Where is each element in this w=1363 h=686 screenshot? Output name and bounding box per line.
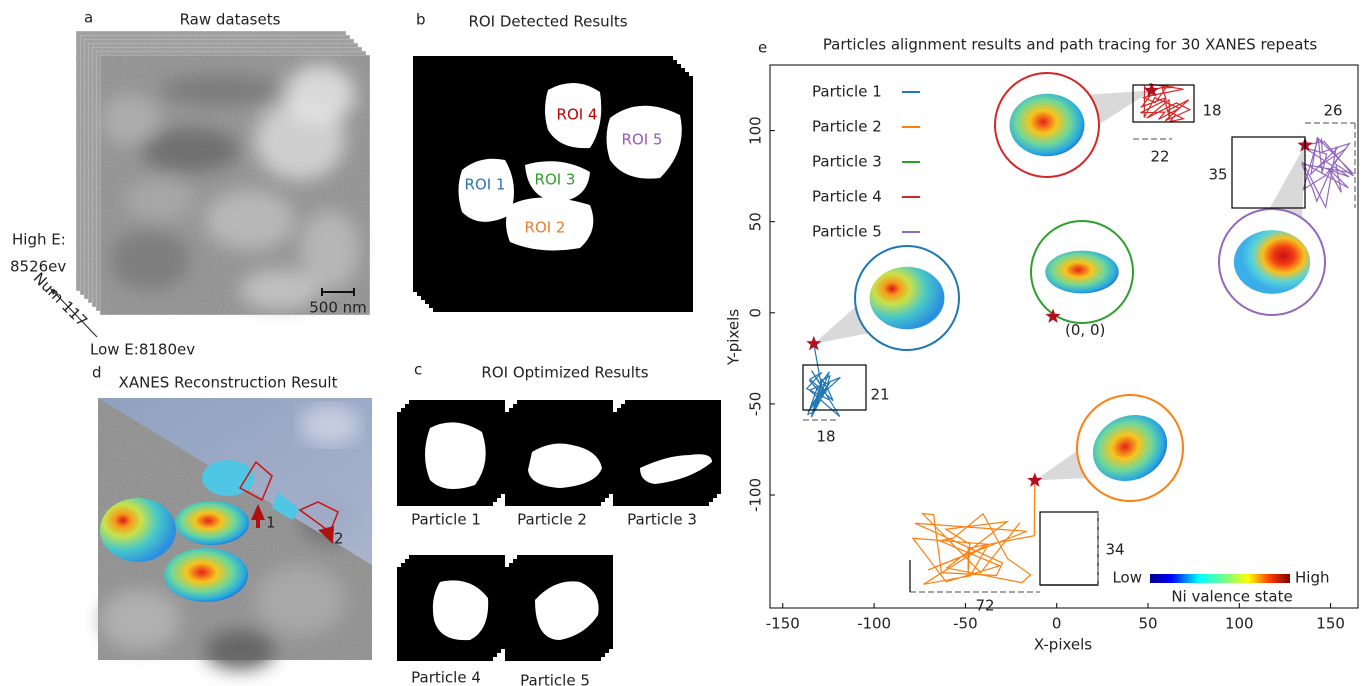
texture-blob	[240, 270, 320, 310]
panel-title: Particles alignment results and path tra…	[823, 36, 1318, 54]
roi-label: ROI 1	[465, 176, 506, 194]
colorbar-low: Low	[1112, 569, 1142, 587]
width-label: 72	[975, 597, 994, 615]
height-label: 18	[1202, 102, 1221, 120]
inset-particle	[870, 267, 945, 329]
roi-label: ROI 3	[535, 171, 576, 189]
height-label: 35	[1208, 166, 1227, 184]
image-stack	[76, 31, 370, 315]
drift-trace	[913, 480, 1035, 584]
drift-box	[1040, 512, 1098, 585]
y-tick-label: 100	[747, 116, 765, 145]
y-axis-label: Y-pixels	[725, 309, 743, 366]
inset-particle	[1234, 230, 1310, 294]
x-tick-label: 0	[1052, 615, 1062, 633]
texture-blob	[110, 230, 190, 290]
x-tick-label: -100	[857, 615, 891, 633]
texture-blob	[160, 75, 280, 105]
height-label: 34	[1105, 541, 1124, 559]
arrow-label: 1	[266, 514, 276, 532]
particle-label: Particle 1	[411, 511, 481, 529]
y-tick-label: 50	[747, 212, 765, 231]
y-tick-label: 0	[747, 308, 765, 318]
page: {"panels": { "a": {"letter": "a", "title…	[0, 0, 1363, 686]
legend-label: Particle 3	[812, 153, 882, 171]
particle-masks: Particle 1 Particle 2 Particle 3 Particle 4…	[397, 400, 721, 686]
panel-letter: e	[758, 39, 767, 57]
inset-particle	[1010, 94, 1085, 156]
mask-stack: ROI 1 ROI 2 ROI 3 ROI 4 ROI 5	[413, 56, 693, 312]
origin-label: (0, 0)	[1065, 321, 1105, 339]
height-label: 21	[870, 386, 889, 404]
particle-map	[175, 501, 249, 545]
legend-label: Particle 5	[812, 223, 882, 241]
texture-blob	[140, 128, 240, 172]
texture-blob	[125, 180, 195, 220]
panel-letter: c	[414, 361, 422, 379]
panel-title: ROI Optimized Results	[481, 364, 648, 382]
width-label: 26	[1323, 102, 1342, 120]
arrow-label: 2	[334, 530, 344, 548]
panel-letter: b	[416, 11, 426, 29]
panel-letter: d	[92, 364, 102, 382]
drift-trace	[1302, 138, 1354, 208]
roi-label: ROI 2	[525, 219, 566, 237]
x-tick-label: 150	[1316, 615, 1345, 633]
particle-map	[164, 548, 248, 602]
roi-label: ROI 5	[622, 131, 663, 149]
legend-label: Particle 1	[812, 83, 882, 101]
texture-blob	[285, 65, 355, 125]
panel-d: d XANES Reconstruction Result 1 2	[92, 364, 372, 671]
particle-mask	[425, 422, 486, 489]
texture-blob	[100, 95, 160, 145]
particle-label: Particle 2	[517, 511, 587, 529]
colorbar	[1150, 574, 1290, 583]
panel-b: b ROI Detected Results ROI 1ROI 2ROI 3RO…	[413, 11, 693, 313]
x-tick-label: -150	[766, 615, 800, 633]
particle-label: Particle 3	[627, 511, 697, 529]
particle-map	[100, 498, 176, 562]
x-tick-label: -50	[953, 615, 978, 633]
roi-label: ROI 4	[557, 106, 598, 124]
x-tick-label: 100	[1225, 615, 1254, 633]
panel-letter: a	[84, 9, 93, 27]
energy-label: High E:	[12, 231, 66, 249]
colorbar-label: Ni valence state	[1171, 588, 1292, 606]
start-marker	[806, 336, 821, 351]
width-label: 18	[816, 428, 835, 446]
panel-title: ROI Detected Results	[468, 13, 627, 31]
particle-label: Particle 5	[520, 672, 590, 686]
image-texture	[300, 405, 360, 445]
panel-title: Raw datasets	[180, 11, 281, 29]
width-label: 22	[1150, 148, 1169, 166]
particle-label: Particle 4	[411, 669, 481, 686]
panel-title: XANES Reconstruction Result	[119, 374, 338, 392]
x-axis-label: X-pixels	[1034, 636, 1092, 654]
energy-label: Low E:8180ev	[90, 341, 195, 359]
legend-label: Particle 2	[812, 118, 882, 136]
y-tick-label: -50	[747, 392, 765, 417]
colorbar-high: High	[1295, 569, 1329, 587]
scale-label: 500 nm	[309, 299, 367, 317]
legend-label: Particle 4	[812, 188, 882, 206]
x-tick-label: 50	[1138, 615, 1157, 633]
y-tick-label: -100	[747, 478, 765, 512]
figure: a Raw datasets High E: 8526ev Num 117 Lo…	[0, 0, 1363, 686]
texture-blob	[205, 190, 295, 250]
drift-trace	[807, 344, 841, 417]
panel-e: e Particles alignment results and path t…	[725, 36, 1359, 654]
inset-particle	[1045, 251, 1118, 294]
panel-a: a Raw datasets High E: 8526ev Num 117 Lo…	[10, 9, 370, 359]
